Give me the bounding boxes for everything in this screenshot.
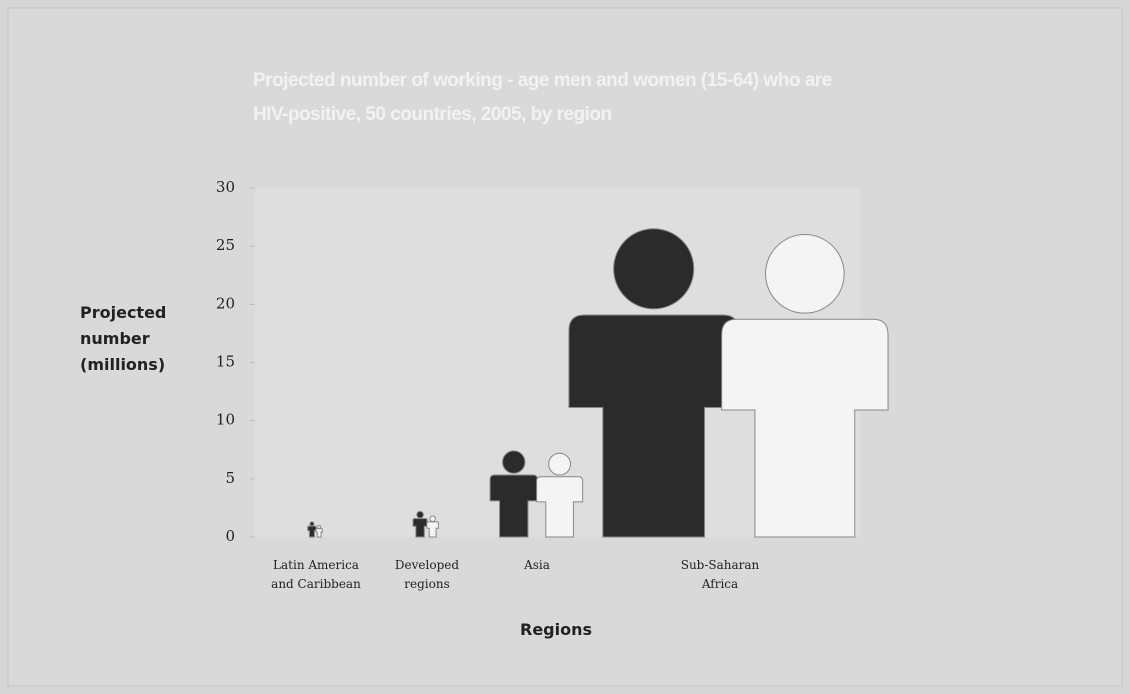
x-tick-label: Developed regions (394, 558, 460, 591)
person-figure (721, 233, 889, 538)
x-axis-label: Regions (520, 620, 593, 639)
y-tick-label: 25 (216, 236, 235, 254)
chart-title: Projected number of working - age men an… (253, 70, 832, 125)
person-figure (315, 524, 323, 538)
y-tick-label: 10 (216, 411, 235, 429)
y-tick-label: 5 (225, 469, 235, 487)
x-tick-label: Asia (524, 558, 550, 572)
x-tick-label: Sub-Saharan Africa (680, 558, 760, 591)
y-tick-label: 20 (216, 294, 235, 312)
person-figure (412, 510, 428, 538)
y-tick-label: 15 (216, 353, 235, 371)
person-figure (426, 515, 439, 538)
x-tick-label: Latin America and Caribbean (271, 558, 361, 591)
y-axis-label: Projected number (millions) (80, 303, 167, 374)
person-figure (536, 452, 584, 538)
person-figure (568, 228, 739, 538)
y-tick-label: 0 (225, 527, 235, 545)
person-figure (489, 450, 538, 538)
y-tick-label: 30 (216, 178, 235, 196)
person-figure (307, 521, 317, 538)
